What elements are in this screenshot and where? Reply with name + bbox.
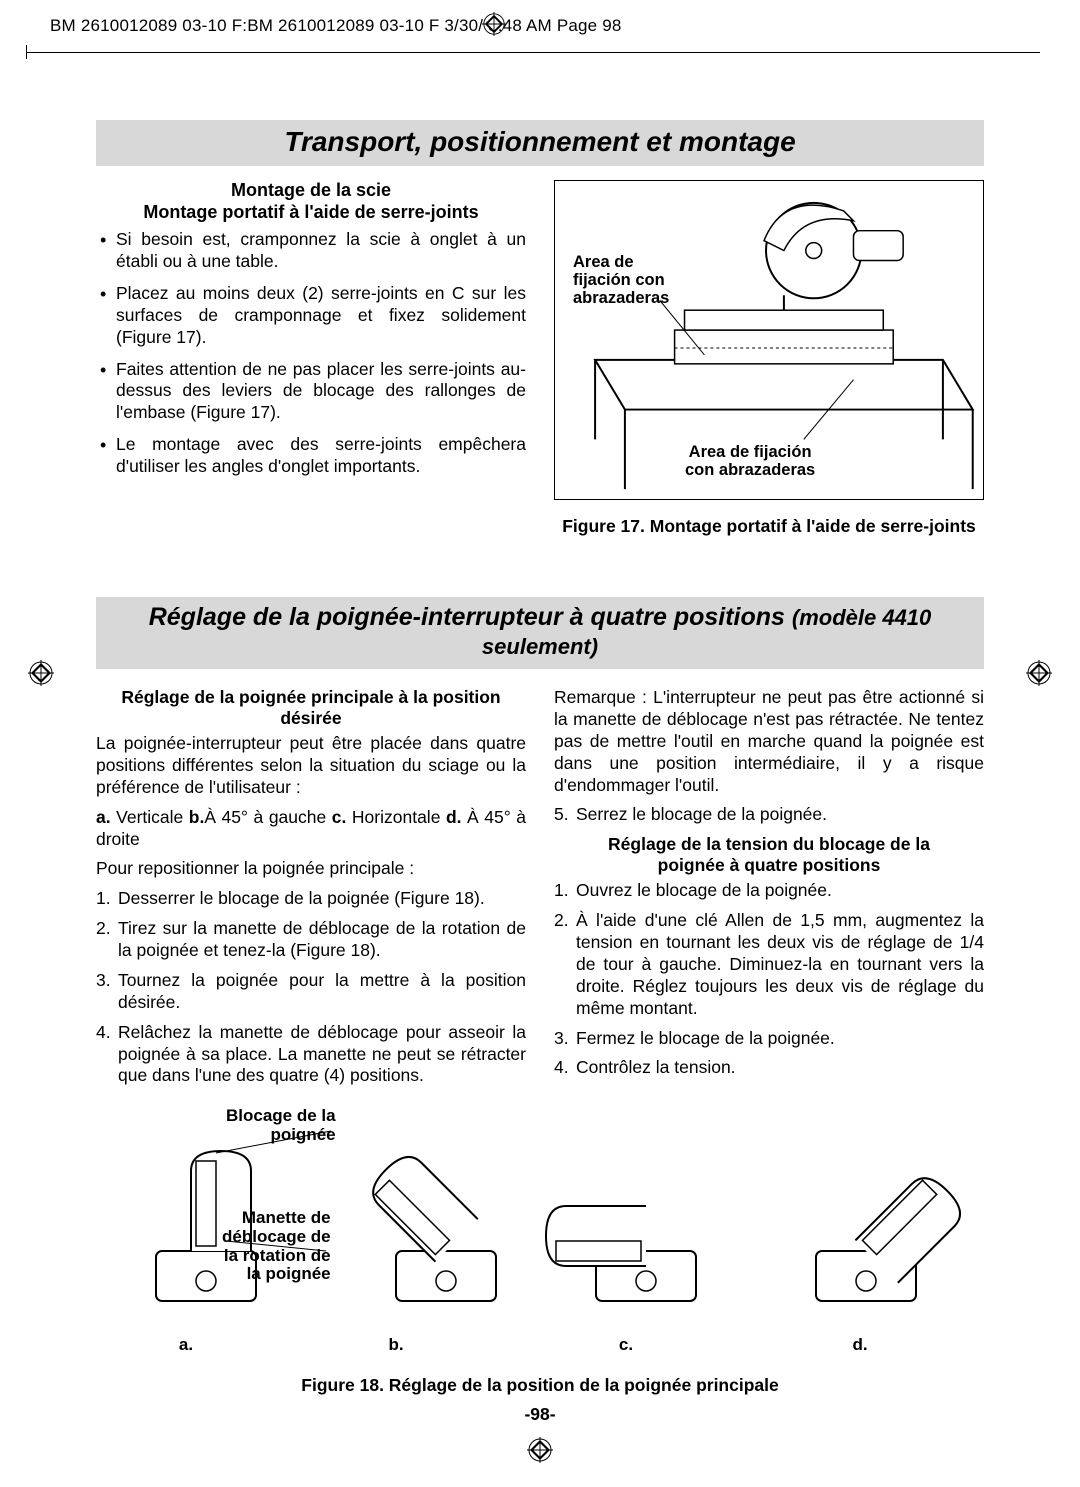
figure-18-caption: Figure 18. Réglage de la position de la … [96,1375,984,1396]
step-5-list: Serrez le blocage de la poignée. [554,804,984,826]
registration-mark-icon [28,660,54,686]
section-2-left-subhead: Réglage de la poignée principale à la po… [96,687,526,729]
list-item: Contrôlez la tension. [554,1057,984,1079]
crop-mark-tick [26,45,27,59]
list-item: Desserrer le blocage de la poignée (Figu… [96,888,526,910]
tension-subhead: Réglage de la tension du blocage de la p… [554,834,984,876]
list-item: Tirez sur la manette de déblocage de la … [96,918,526,962]
list-item: Placez au moins deux (2) serre-joints en… [96,283,526,349]
section-1-columns: Montage de la scie Montage portatif à l'… [96,180,984,537]
figure-18-lock-label: Blocage de la poignée [226,1107,336,1144]
list-item: Serrez le blocage de la poignée. [554,804,984,826]
section-2-right-col: Remarque : L'interrupteur ne peut pas êt… [554,687,984,1095]
section-1-right-col: Area de fijación con abrazaderas Area de… [554,180,984,537]
section-1-left-col: Montage de la scie Montage portatif à l'… [96,180,526,537]
list-item: Fermez le blocage de la poignée. [554,1028,984,1050]
list-item: À l'aide d'une clé Allen de 1,5 mm, augm… [554,910,984,1019]
figure-18-release-label: Manette de déblocage de la rotation de l… [222,1209,331,1284]
position-letter-b: b. [276,1335,516,1355]
position-letter-c: c. [516,1335,736,1355]
list-item: Relâchez la manette de déblocage pour as… [96,1022,526,1088]
section-1-bullet-list: Si besoin est, cramponnez la scie à ongl… [96,229,526,478]
header-text: BM 2610012089 03-10 F:BM 2610012089 03-1… [50,16,622,35]
section-2-title: Réglage de la poignée-interrupteur à qua… [96,597,984,669]
figure-17-caption: Figure 17. Montage portatif à l'aide de … [554,516,984,537]
list-item: Le montage avec des serre-joints empêche… [96,434,526,478]
section-2-columns: Réglage de la poignée principale à la po… [96,687,984,1095]
remark-paragraph: Remarque : L'interrupteur ne peut pas êt… [554,687,984,796]
registration-mark-icon [527,1437,553,1463]
list-item: Faites attention de ne pas placer les se… [96,359,526,425]
intro-paragraph: La poignée-interrupteur peut être placée… [96,733,526,799]
registration-mark-icon [1026,660,1052,686]
list-item: Si besoin est, cramponnez la scie à ongl… [96,229,526,273]
position-letter-a: a. [96,1335,276,1355]
print-header-meta: BM 2610012089 03-10 F:BM 2610012089 03-1… [50,16,622,36]
list-item: Tournez la poignée pour la mettre à la p… [96,970,526,1014]
page-number: -98- [96,1404,984,1425]
tension-steps-list: Ouvrez le blocage de la poignée. À l'aid… [554,880,984,1079]
crop-mark-top [26,52,1040,53]
section-1-subhead: Montage de la scie Montage portatif à l'… [96,180,526,223]
section-2-left-col: Réglage de la poignée principale à la po… [96,687,526,1095]
figure-18-position-letters: a. b. c. d. [96,1335,984,1355]
figure-17-callout-1: Area de fijación con abrazaderas [573,253,669,307]
figure-18-area: Blocage de la poignée Manette de débloca… [96,1111,984,1371]
figure-17-box: Area de fijación con abrazaderas Area de… [554,180,984,500]
reposition-intro: Pour repositionner la poignée principale… [96,858,526,880]
registration-mark-icon [482,12,506,36]
left-steps-list: Desserrer le blocage de la poignée (Figu… [96,888,526,1087]
section-1-title: Transport, positionnement et montage [96,120,984,166]
position-options: a. Verticale b.À 45° à gauche c. Horizon… [96,807,526,851]
figure-17-callout-2: Area de fijación con abrazaderas [685,443,815,479]
list-item: Ouvrez le blocage de la poignée. [554,880,984,902]
position-letter-d: d. [736,1335,984,1355]
page-content: Transport, positionnement et montage Mon… [96,120,984,1425]
